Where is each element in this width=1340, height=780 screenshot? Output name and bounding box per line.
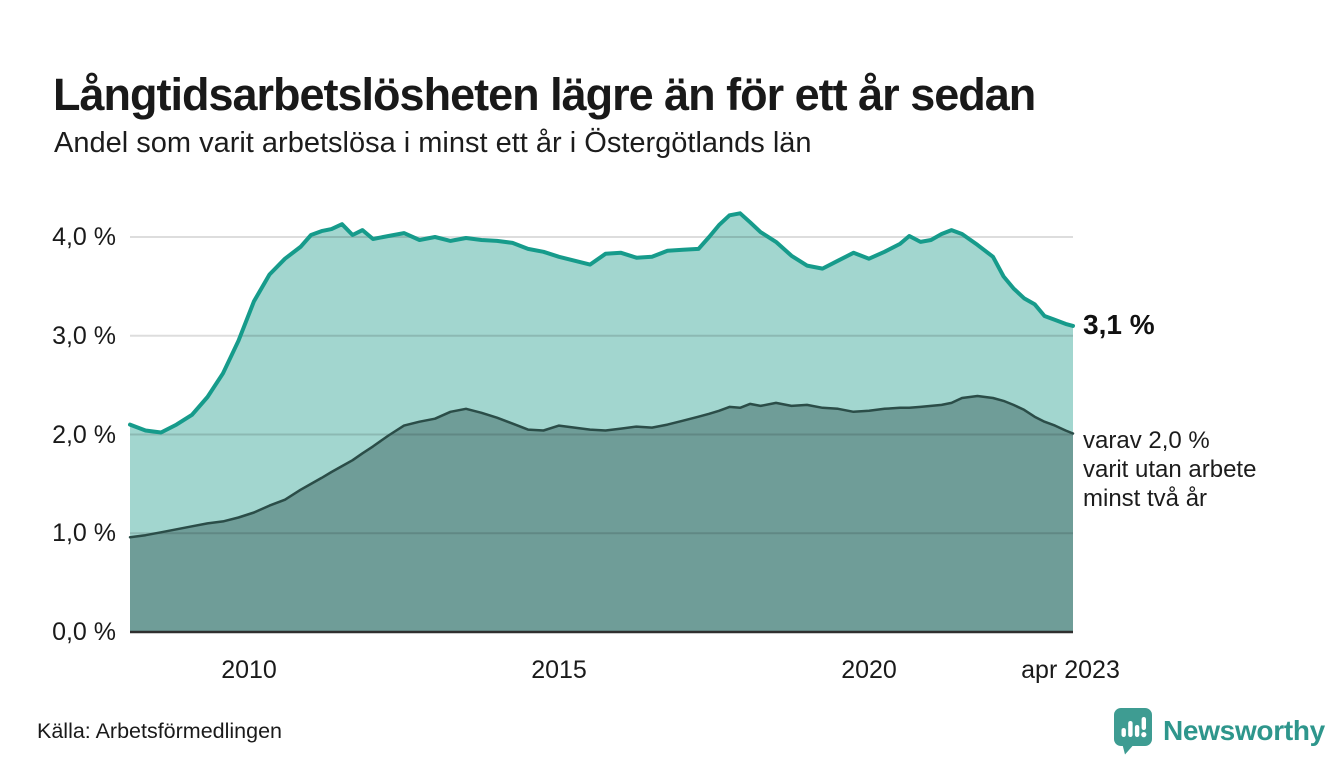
page-subtitle: Andel som varit arbetslösa i minst ett å… <box>54 127 812 159</box>
newsworthy-wordmark: Newsworthy <box>1163 714 1325 746</box>
y-tick-label: 2,0 % <box>52 420 116 449</box>
y-tick-label: 3,0 % <box>52 321 116 350</box>
detail-line: varit utan arbete <box>1083 456 1257 483</box>
series-line <box>128 211 1075 435</box>
x-tick-label: 2015 <box>531 656 587 684</box>
source-attribution: Källa: Arbetsförmedlingen <box>37 719 283 743</box>
series-line <box>128 394 1075 539</box>
newsworthy-logo-icon <box>1112 706 1154 755</box>
y-tick-label: 1,0 % <box>52 519 116 548</box>
detail-line: minst två år <box>1083 485 1208 512</box>
area-fill <box>130 396 1073 632</box>
x-tick-label: 2010 <box>221 656 277 684</box>
page-title: Långtidsarbetslösheten lägre än för ett … <box>53 69 1036 121</box>
latest-value-label: 3,1 % <box>1083 309 1155 340</box>
detail-annotation: varav 2,0 % varit utan arbete minst två … <box>1083 426 1256 513</box>
newsworthy-brand: Newsworthy <box>1112 706 1325 755</box>
detail-line: varav 2,0 % <box>1083 427 1210 454</box>
y-tick-label: 0,0 % <box>52 618 116 646</box>
x-tick-label: apr 2023 <box>1021 656 1120 684</box>
x-tick-label: 2020 <box>841 656 897 684</box>
y-tick-label: 4,0 % <box>52 223 116 251</box>
